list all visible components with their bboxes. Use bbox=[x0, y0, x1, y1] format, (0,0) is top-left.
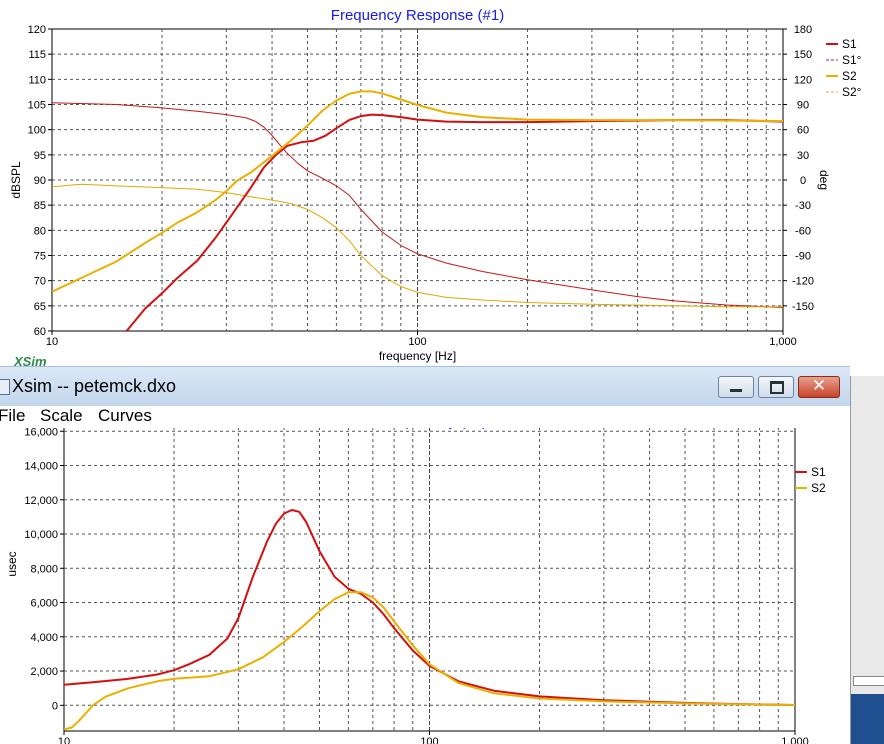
y-tick-label: 10,000 bbox=[24, 529, 58, 541]
x-tick-label: 100 bbox=[420, 736, 438, 744]
y2-tick-label: -60 bbox=[795, 225, 811, 237]
y-tick-label: 95 bbox=[34, 150, 46, 162]
series-line-s2-phase bbox=[52, 183, 783, 308]
y-tick-label: 6,000 bbox=[30, 598, 58, 610]
y2-tick-label: -30 bbox=[795, 200, 811, 212]
x-tick-label: 100 bbox=[408, 336, 426, 348]
series-line-s1 bbox=[64, 509, 795, 706]
y2-tick-label: 30 bbox=[797, 150, 809, 162]
y2-tick-label: 0 bbox=[800, 175, 806, 187]
y2-tick-label: 120 bbox=[794, 74, 812, 86]
y-tick-label: 105 bbox=[28, 100, 46, 112]
y-tick-label: 0 bbox=[52, 700, 58, 712]
legend-label: S2 bbox=[811, 481, 826, 495]
x-tick-label: 1,000 bbox=[781, 736, 809, 744]
maximize-button[interactable] bbox=[758, 376, 794, 398]
y-tick-label: 115 bbox=[28, 49, 46, 61]
y-tick-label: 70 bbox=[34, 276, 46, 288]
y-tick-label: 16,000 bbox=[24, 428, 58, 438]
frequency-response-chart: 1201151101051009590858075706560180150120… bbox=[9, 7, 862, 363]
y-tick-label: 90 bbox=[34, 175, 46, 187]
y-tick-label: 12,000 bbox=[24, 495, 58, 507]
minimize-button[interactable] bbox=[718, 376, 754, 398]
y-tick-label: 85 bbox=[34, 200, 46, 212]
y-tick-label: 4,000 bbox=[30, 632, 58, 644]
y2-tick-label: 150 bbox=[794, 49, 812, 61]
menu-scale[interactable]: Scale bbox=[40, 406, 83, 425]
y-tick-label: 120 bbox=[28, 24, 46, 36]
xsim-watermark: XSim bbox=[14, 354, 47, 369]
background-window-edge bbox=[850, 376, 884, 744]
y2-tick-label: -90 bbox=[795, 251, 811, 263]
background-scrollbar bbox=[853, 676, 884, 686]
window-title: Xsim -- petemck.dxo bbox=[12, 376, 177, 396]
x-axis-label: frequency [Hz] bbox=[379, 349, 456, 363]
app-icon bbox=[0, 379, 10, 395]
y-tick-label: 8,000 bbox=[30, 563, 58, 575]
menu-file[interactable]: File bbox=[0, 406, 26, 425]
y-tick-label: 2,000 bbox=[30, 666, 58, 678]
x-tick-label: 10 bbox=[46, 336, 58, 348]
x-tick-label: 10 bbox=[58, 736, 70, 744]
legend-label: S2° bbox=[842, 85, 862, 99]
y-tick-label: 14,000 bbox=[24, 461, 58, 473]
y2-axis-label: deg bbox=[817, 170, 831, 190]
y2-tick-label: 60 bbox=[797, 125, 809, 137]
y-tick-label: 80 bbox=[34, 225, 46, 237]
y2-tick-label: -120 bbox=[792, 276, 814, 288]
title-bar[interactable]: Xsim -- petemck.dxo ✕ bbox=[0, 366, 850, 406]
y-tick-label: 110 bbox=[28, 74, 46, 86]
legend-label: S1 bbox=[811, 465, 826, 479]
legend-label: S2 bbox=[842, 69, 857, 83]
menu-curves[interactable]: Curves bbox=[98, 406, 152, 425]
group-delay-chart: 18,00016,00014,00012,00010,0008,0006,000… bbox=[5, 428, 826, 744]
chart-title: Group Delay (#1) bbox=[372, 428, 487, 430]
xsim-window: Xsim -- petemck.dxo ✕ File Scale Curves … bbox=[0, 366, 850, 744]
legend-label: S1 bbox=[842, 37, 857, 51]
minimize-icon bbox=[730, 389, 742, 392]
chart-title: Frequency Response (#1) bbox=[331, 7, 504, 24]
y-tick-label: 60 bbox=[34, 326, 46, 338]
series-line-s2 bbox=[64, 591, 795, 731]
series-line-s1-phase bbox=[52, 102, 783, 308]
y2-tick-label: 180 bbox=[794, 24, 812, 36]
legend-label: S1° bbox=[842, 53, 862, 67]
y-tick-label: 65 bbox=[34, 301, 46, 313]
menu-bar: File Scale Curves bbox=[0, 406, 850, 428]
y-axis-label: usec bbox=[5, 551, 19, 576]
y2-tick-label: -150 bbox=[792, 301, 814, 313]
y-tick-label: 75 bbox=[34, 251, 46, 263]
close-button[interactable]: ✕ bbox=[798, 376, 840, 398]
maximize-icon bbox=[770, 381, 784, 394]
close-icon: ✕ bbox=[811, 376, 827, 396]
series-line-s2 bbox=[52, 90, 783, 293]
y2-tick-label: 90 bbox=[797, 100, 809, 112]
background-panel bbox=[851, 694, 884, 744]
y-axis-label: dBSPL bbox=[9, 161, 23, 199]
y-tick-label: 100 bbox=[28, 125, 46, 137]
x-tick-label: 1,000 bbox=[769, 336, 797, 348]
